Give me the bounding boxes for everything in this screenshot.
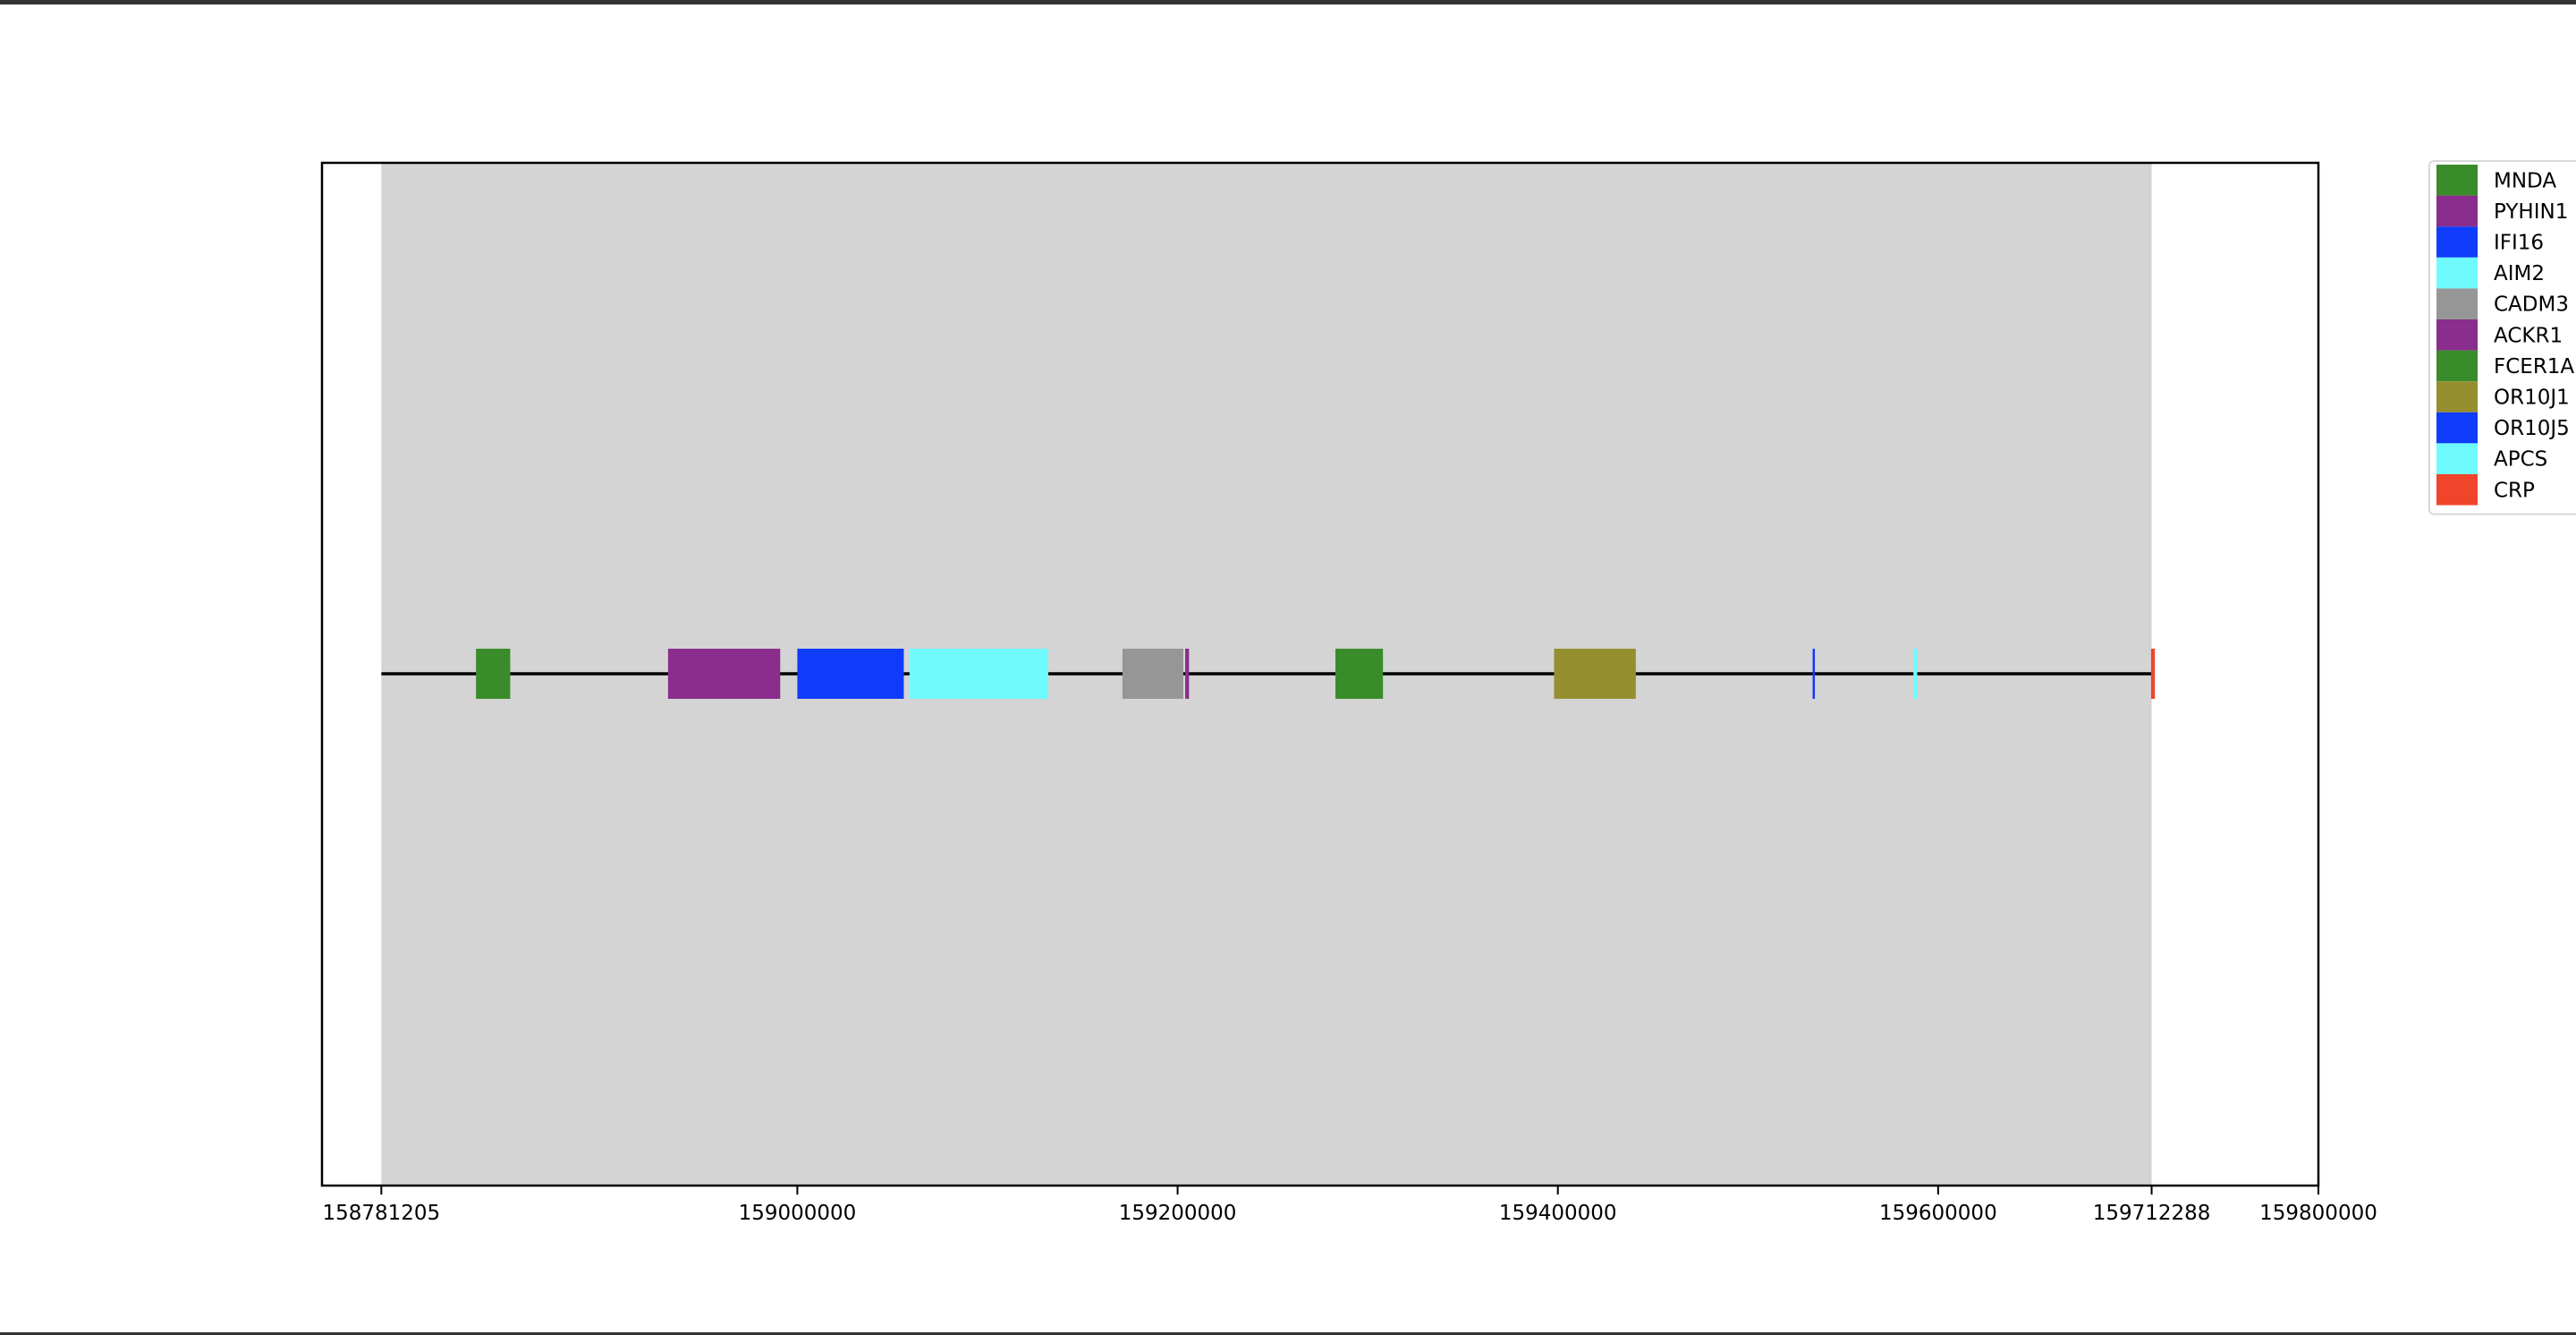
legend-swatch-aim2 — [2436, 257, 2478, 289]
legend-label-apcs: APCS — [2494, 448, 2547, 472]
legend-swatch-apcs — [2436, 443, 2478, 474]
gene-bar-crp — [2150, 649, 2156, 699]
legend-label-or10j5: OR10J5 — [2494, 417, 2570, 440]
gene-bar-cadm3 — [1122, 649, 1183, 699]
x-tick-label: 159600000 — [1879, 1202, 1997, 1225]
legend-label-mnda: MNDA — [2494, 169, 2556, 192]
legend-swatch-ifi16 — [2436, 226, 2478, 258]
x-axis: 158781205 159000000 159200000 159400000 1596… — [322, 1186, 2377, 1225]
gene-bar-aim2 — [909, 649, 1049, 699]
plot-frame — [320, 161, 2320, 1187]
legend-label-aim2: AIM2 — [2494, 262, 2545, 285]
x-tick-label: 159712288 — [2093, 1202, 2211, 1225]
x-tick-label: 159000000 — [739, 1202, 857, 1225]
gene-bar-or10j5 — [1812, 649, 1816, 699]
x-tick-label: 159200000 — [1119, 1202, 1237, 1225]
bottom-rule — [0, 1332, 2576, 1335]
gene-bar-apcs — [1913, 649, 1918, 699]
legend-label-ackr1: ACKR1 — [2494, 324, 2563, 347]
legend-swatch-fcer1a — [2436, 350, 2478, 382]
legend-swatch-pyhin1 — [2436, 195, 2478, 227]
legend-swatch-cadm3 — [2436, 288, 2478, 319]
gene-bar-mnda — [476, 649, 511, 699]
legend-swatch-or10j5 — [2436, 412, 2478, 444]
legend-swatch-ackr1 — [2436, 319, 2478, 351]
legend-swatch-crp — [2436, 474, 2478, 506]
legend-label-fcer1a: FCER1A — [2494, 355, 2574, 378]
x-tick-label: 159800000 — [2259, 1202, 2377, 1225]
gene-bar-pyhin1 — [667, 649, 781, 699]
legend-swatch-mnda — [2436, 165, 2478, 196]
gene-bar-fcer1a — [1335, 649, 1384, 699]
legend-label-cadm3: CADM3 — [2494, 293, 2569, 317]
legend-label-pyhin1: PYHIN1 — [2494, 200, 2568, 224]
legend-label-ifi16: IFI16 — [2494, 232, 2544, 255]
gene-bar-or10j1 — [1554, 649, 1636, 699]
legend: MNDA PYHIN1 IFI16 AIM2 CADM3 ACKR1 FCER1A OR10J… — [2428, 160, 2576, 515]
gene-bar-ifi16 — [797, 649, 904, 699]
gene-bar-ackr1 — [1185, 649, 1190, 699]
plot-area — [320, 161, 2320, 1187]
x-tick-label: 159400000 — [1499, 1202, 1617, 1225]
top-rule — [0, 0, 2576, 4]
legend-label-or10j1: OR10J1 — [2494, 387, 2570, 410]
legend-label-crp: CRP — [2494, 479, 2535, 502]
x-tick-label: 158781205 — [322, 1202, 440, 1225]
legend-swatch-or10j1 — [2436, 381, 2478, 412]
